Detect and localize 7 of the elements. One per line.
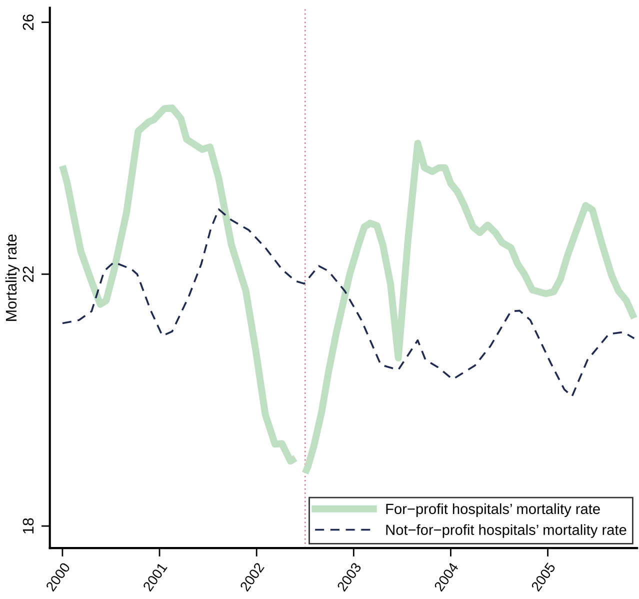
y-axis-title: Mortality rate: [5, 234, 20, 321]
y-tick-label: 22: [22, 266, 34, 282]
legend-label: Not−for−profit hospitals’ mortality rate: [386, 524, 626, 538]
y-tick-label: 26: [22, 14, 34, 30]
legend-label: For−profit hospitals’ mortality rate: [386, 503, 600, 517]
y-tick-label: 18: [22, 518, 34, 534]
line-series: [62, 208, 636, 398]
